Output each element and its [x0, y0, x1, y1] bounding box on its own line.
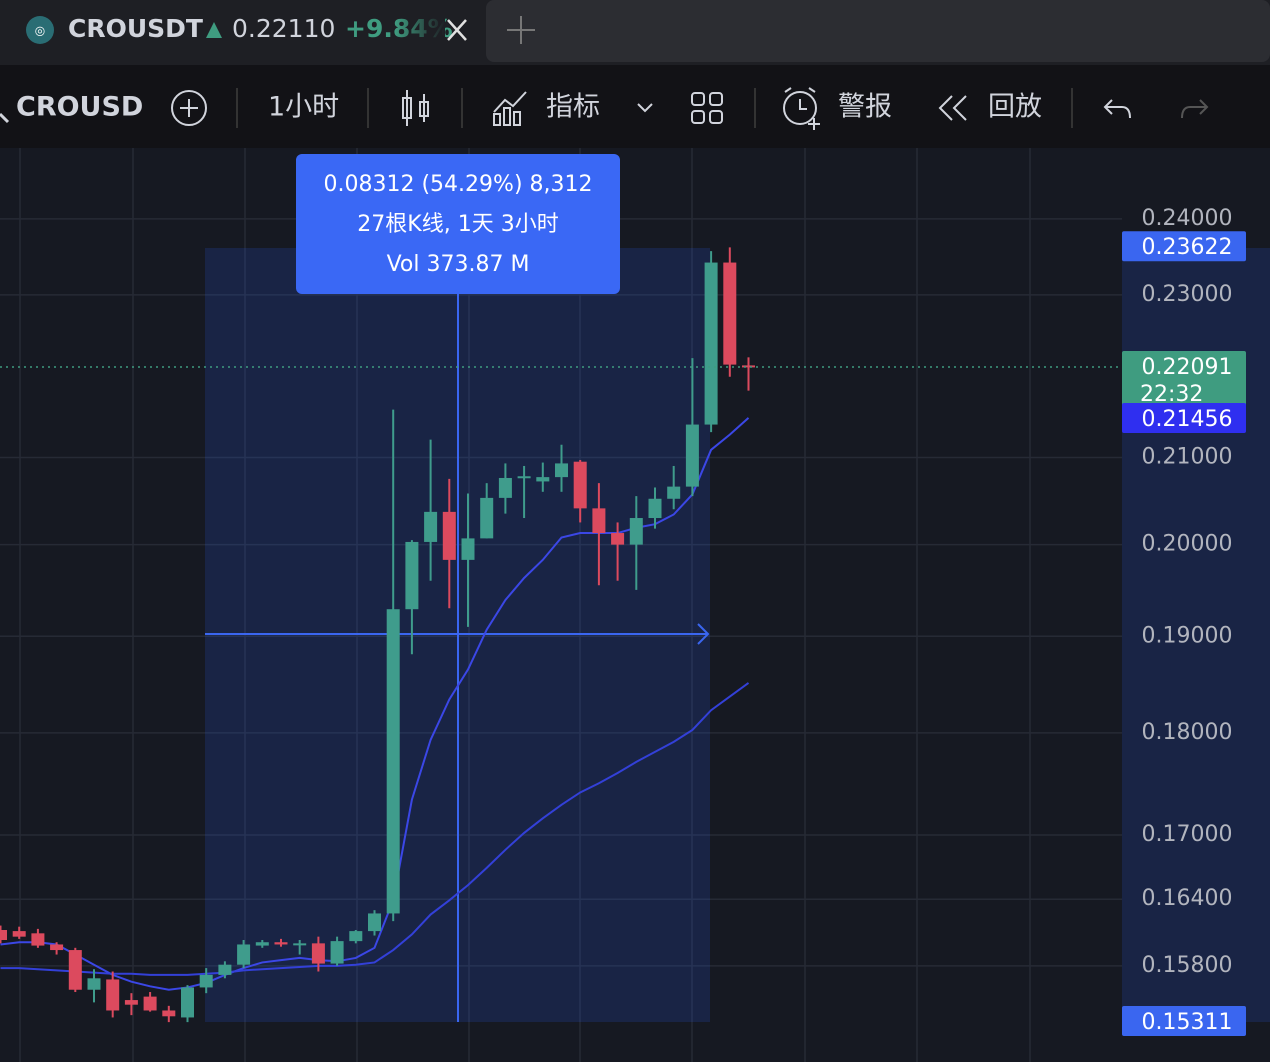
candle-body: [274, 942, 288, 945]
price-badge-label: 0.15311: [1142, 1010, 1233, 1035]
candle-body: [442, 511, 456, 560]
chart-bg: [0, 148, 1270, 1062]
alerts-button[interactable]: 警报: [838, 92, 892, 123]
candle-body: [12, 931, 26, 937]
candle-body: [517, 476, 531, 479]
candle-body: [124, 1000, 138, 1005]
measure-volume: Vol 373.87 M: [387, 252, 530, 277]
candle-body: [611, 533, 625, 545]
candle-body: [648, 498, 662, 519]
replay-icon: [938, 95, 967, 121]
add-tab[interactable]: [507, 16, 535, 44]
fade: [395, 10, 445, 50]
price-tick-label: 0.15800: [1142, 953, 1233, 978]
candle-body: [629, 518, 643, 545]
coin-logo: [26, 16, 54, 44]
measure-tooltip: [296, 154, 620, 294]
moving-average: [0, 682, 750, 976]
candle-body: [31, 933, 45, 946]
search-icon: [0, 112, 10, 124]
new-tab-area[interactable]: [486, 0, 1270, 62]
candle-body: [218, 964, 232, 975]
measure-change: 0.08312 (54.29%) 8,312: [324, 172, 593, 197]
redo-button[interactable]: [1181, 99, 1209, 119]
price-tick-label: 0.19000: [1142, 623, 1233, 648]
compare-button[interactable]: [171, 90, 207, 126]
candle-body: [330, 941, 344, 964]
chart-type-button[interactable]: [402, 90, 429, 126]
measure-bars: 27根K线, 1天 3小时: [357, 212, 558, 237]
replay-button[interactable]: 回放: [988, 92, 1042, 123]
candle-body: [68, 950, 82, 990]
candle-body: [667, 486, 681, 499]
candle-body: [199, 974, 213, 988]
toolbar-symbol[interactable]: CROUSD: [16, 92, 143, 123]
price-badge: [1122, 350, 1246, 411]
candle-body: [424, 511, 438, 542]
compare-plus: [180, 99, 198, 117]
undo-button[interactable]: [1103, 99, 1131, 119]
price-badge-label: 0.22091: [1142, 355, 1233, 380]
header: ◎ CROUSDT 0.22110 +9.84% CROUSD 1小时 指标 警…: [0, 0, 1270, 148]
price-tick-label: 0.23000: [1142, 282, 1233, 307]
candle-body: [480, 497, 494, 539]
candle-body: [405, 541, 419, 610]
candle-body: [106, 979, 120, 1011]
candle-body: [87, 978, 101, 990]
moving-average: [0, 417, 750, 991]
price-tick-label: 0.24000: [1142, 206, 1233, 231]
candle-body: [742, 365, 755, 368]
candle-body: [498, 477, 512, 498]
price-tick-label: 0.20000: [1142, 532, 1233, 557]
candle-body: [368, 913, 381, 932]
vertical-grid: [19, 148, 1031, 1062]
candle-body: [592, 508, 606, 534]
alert-icon: [783, 87, 820, 130]
coin-logo-mark: ◎: [35, 24, 45, 38]
candle-body: [181, 987, 194, 1018]
countdown: 22:32: [1140, 382, 1203, 407]
up-arrow: [206, 22, 222, 38]
candle-body: [293, 943, 307, 946]
price-tick-label: 0.18000: [1142, 720, 1233, 745]
candle-body: [311, 943, 325, 964]
price-badge-label: 0.21456: [1142, 407, 1233, 432]
candle-body: [704, 262, 718, 425]
indicators-button[interactable]: 指标: [546, 92, 600, 123]
price-badge: [1122, 231, 1246, 262]
candle-body: [685, 424, 699, 487]
toolbar: [0, 65, 1270, 148]
candle-body: [573, 461, 587, 509]
candle-body: [386, 609, 400, 914]
candle-body: [723, 262, 737, 365]
candle-body: [0, 929, 7, 940]
measure-arrow: [205, 623, 710, 645]
chart: 0.24000 0.23000 0.21000 0.20000 0.19000 0.180…: [0, 148, 1270, 1062]
layout-button[interactable]: [691, 92, 723, 124]
tab-price: 0.22110: [232, 14, 335, 43]
candle-body: [349, 931, 363, 942]
candle-body: [555, 463, 568, 478]
price-badge: [1122, 403, 1246, 434]
price-tick-label: 0.17000: [1142, 822, 1233, 847]
candle-body: [237, 944, 251, 965]
close-tab[interactable]: [447, 19, 467, 41]
candle-body: [143, 996, 157, 1011]
candle-body: [461, 538, 475, 560]
price-tick-label: 0.16400: [1142, 886, 1233, 911]
price-tick-label: 0.21000: [1142, 444, 1233, 469]
candle-body: [162, 1010, 176, 1017]
dropdown[interactable]: [637, 103, 653, 113]
candle-body: [536, 477, 550, 482]
candle-body: [50, 944, 64, 951]
price-badge: [1122, 1005, 1246, 1036]
interval-button[interactable]: 1小时: [268, 92, 339, 123]
indicator-icon: [493, 91, 527, 126]
candle-body: [255, 942, 269, 946]
tab-symbol[interactable]: CROUSDT: [68, 14, 203, 43]
price-badge-label: 0.23622: [1142, 235, 1233, 260]
